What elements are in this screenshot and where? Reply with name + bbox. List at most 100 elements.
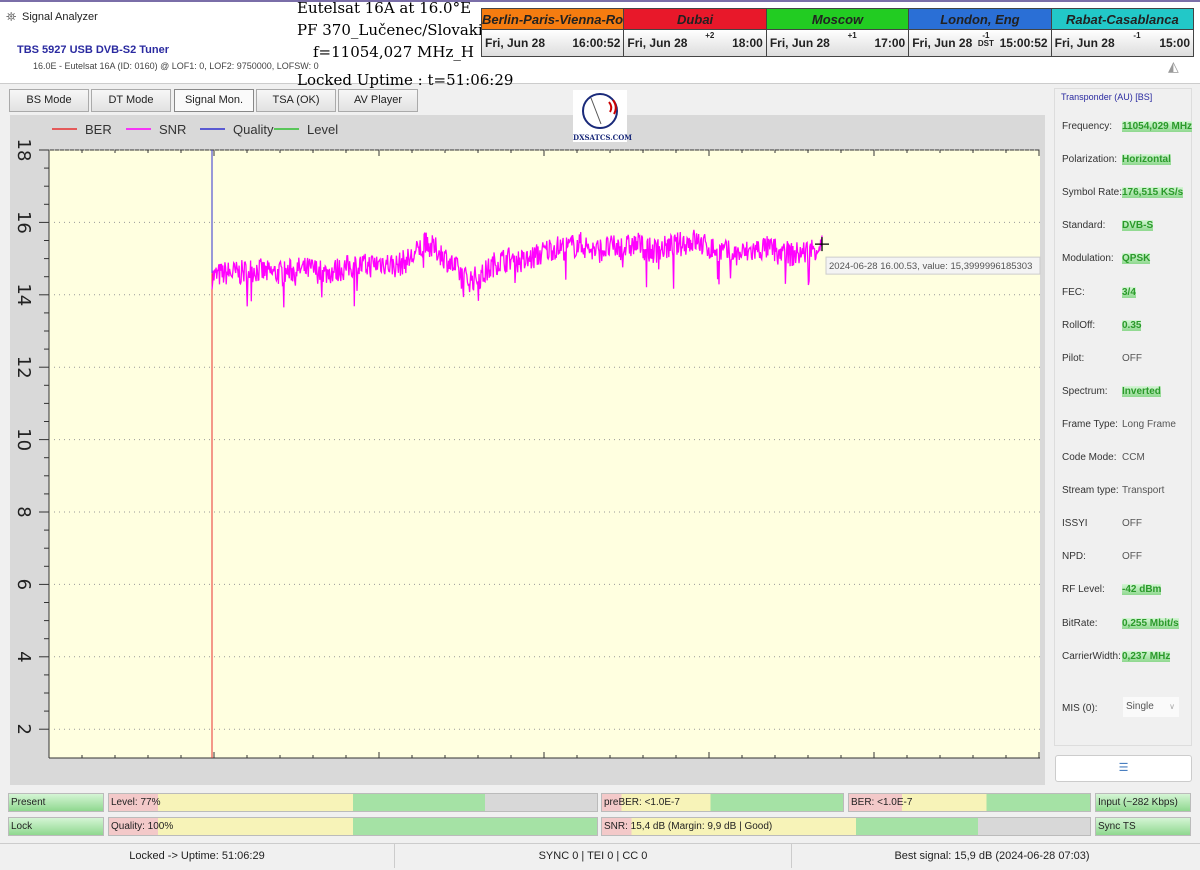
row-value: Inverted <box>1122 385 1161 397</box>
transponder-row: Standard: DVB-S <box>1062 220 1154 232</box>
row-value: QPSK <box>1122 253 1151 265</box>
clock-time: 15:00:52 <box>999 36 1048 50</box>
clock-city: Moscow <box>766 9 909 30</box>
signal-chart-panel: 18 16 14 12 10 8 6 4 2 BER SNR Quality Level 2024-06-… <box>10 115 1045 785</box>
transponder-row: RollOff: 0.35 <box>1062 319 1142 331</box>
clock-date: Fri, Jun 28 <box>912 36 973 50</box>
row-value: 0.35 <box>1122 319 1142 331</box>
clock-date: Fri, Jun 28 <box>627 36 688 50</box>
snr-chart[interactable]: 18 16 14 12 10 8 6 4 2 BER SNR Quality Level 2024-06-… <box>10 115 1045 785</box>
clock-city: Rabat-Casablanca <box>1051 9 1194 30</box>
clock-2: Moscow Fri, Jun 28 +1 17:00 <box>766 9 910 56</box>
y-tick-label: 18 <box>13 139 34 162</box>
clock-time: 15:00 <box>1159 36 1191 50</box>
transponder-panel: Transponder (AU) [BS] Frequency: 11054,02… <box>1054 88 1193 746</box>
transponder-row: Modulation: QPSK <box>1062 253 1151 265</box>
clock-offset: +1 <box>847 31 857 40</box>
y-tick-label: 10 <box>13 428 34 451</box>
status-sync: SYNC 0 | TEI 0 | CC 0 <box>395 844 792 868</box>
y-tick-label: 2 <box>13 723 34 734</box>
row-label: RF Level: <box>1062 584 1105 596</box>
transponder-row: CarrierWidth: 0,237 MHz <box>1062 650 1171 662</box>
overlay-line: Eutelsat 16A at 16.0°E <box>297 0 472 17</box>
app-icon: ⛯ <box>6 9 17 24</box>
y-tick-label: 6 <box>13 579 34 590</box>
transponder-row: BitRate: 0,255 Mbit/s <box>1062 617 1179 629</box>
row-label: Standard: <box>1062 220 1106 232</box>
legend-label: Quality <box>233 122 274 137</box>
window-title: Signal Analyzer <box>22 11 98 23</box>
transponder-title: Transponder (AU) [BS] <box>1061 92 1153 102</box>
y-tick-label: 8 <box>13 506 34 517</box>
row-value: DVB-S <box>1122 220 1154 232</box>
tab-tsa[interactable]: TSA (OK) <box>256 89 336 112</box>
transponder-row: Frame Type: Long Frame <box>1062 418 1176 430</box>
clock-time: 17:00 <box>874 36 906 50</box>
status-best-signal: Best signal: 15,9 dB (2024-06-28 07:03) <box>894 850 1090 862</box>
ber-bar: BER: <1.0E-7 <box>848 793 1091 812</box>
transponder-row: Spectrum: Inverted <box>1062 385 1161 397</box>
tab-dt-mode[interactable]: DT Mode <box>91 89 171 112</box>
row-value: OFF <box>1122 352 1142 364</box>
row-label: Polarization: <box>1062 154 1118 166</box>
level-bar: Level: 77% <box>108 793 598 812</box>
row-label: FEC: <box>1062 286 1085 298</box>
mis-select[interactable]: Single ∨ <box>1123 697 1179 717</box>
row-value: 11054,029 MHz <box>1122 121 1193 132</box>
transponder-row: ISSYI OFF <box>1062 518 1142 530</box>
legend-label: SNR <box>159 122 186 137</box>
row-label: Modulation: <box>1062 253 1114 265</box>
status-bar: Locked -> Uptime: 51:06:29 SYNC 0 | TEI … <box>0 843 1200 868</box>
transponder-row: Stream type: Transport <box>1062 485 1164 497</box>
clock-time: 18:00 <box>732 36 763 50</box>
y-tick-label: 16 <box>13 211 34 234</box>
tuner-name: TBS 5927 USB DVB-S2 Tuner <box>17 44 170 56</box>
row-label: Stream type: <box>1062 485 1119 497</box>
row-value: Long Frame <box>1122 418 1176 430</box>
row-value: Horizontal <box>1122 154 1171 166</box>
legend-label: Level <box>307 122 338 137</box>
overlay-line: f=11054,027 MHz_H <box>313 43 474 61</box>
row-label: CarrierWidth: <box>1062 650 1121 662</box>
clock-date: Fri, Jun 28 <box>485 36 546 50</box>
clock-city: Berlin-Paris-Vienna-Roma <box>482 9 624 30</box>
satellite-info: 16.0E - Eutelsat 16A (ID: 0160) @ LOF1: … <box>33 61 319 71</box>
logo-text: DXSATCS.COM <box>573 133 633 142</box>
transponder-row: Code Mode: CCM <box>1062 452 1145 463</box>
lock-indicator: Lock <box>8 817 104 836</box>
chevron-down-icon: ∨ <box>1169 702 1175 711</box>
clock-3: London, Eng Fri, Jun 28 -1 DST 15:00:52 <box>909 9 1052 56</box>
tab-av-player[interactable]: AV Player <box>338 89 418 112</box>
overlay-line: Locked Uptime : t=51:06:29 <box>297 71 514 89</box>
tab-signal-mon[interactable]: Signal Mon. <box>174 89 254 112</box>
y-tick-label: 14 <box>13 283 34 306</box>
row-label: Frame Type: <box>1062 418 1118 430</box>
row-label: Spectrum: <box>1062 385 1108 397</box>
row-value: CCM <box>1122 452 1145 463</box>
row-label: NPD: <box>1062 551 1086 563</box>
row-value: Transport <box>1122 485 1165 497</box>
row-label: Code Mode: <box>1062 452 1117 463</box>
status-uptime: Locked -> Uptime: 51:06:29 <box>0 844 395 868</box>
clock-time: 16:00:52 <box>572 36 621 50</box>
clock-date: Fri, Jun 28 <box>769 36 830 50</box>
clock-date: Fri, Jun 28 <box>1054 36 1115 50</box>
tab-bs-mode[interactable]: BS Mode <box>9 89 89 112</box>
row-value: -42 dBm <box>1122 584 1162 596</box>
transponder-row: FEC: 3/4 <box>1062 286 1136 298</box>
crosshair-cursor <box>815 237 829 252</box>
display-toggle-button[interactable]: ☰ <box>1055 755 1192 782</box>
row-label: Pilot: <box>1062 352 1085 364</box>
clock-offset: -1 <box>1133 31 1141 40</box>
transponder-row: Pilot: OFF <box>1062 352 1142 364</box>
row-label: ISSYI <box>1062 518 1088 530</box>
preber-bar: preBER: <1.0E-7 <box>601 793 844 812</box>
row-label: RollOff: <box>1062 319 1096 331</box>
legend-label: BER <box>85 122 112 137</box>
clock-offset: +2 <box>705 31 715 40</box>
tooltip-text: 2024-06-28 16.00.53, value: 15,399999618… <box>829 261 1032 272</box>
overlay-line: PF 370_Lučenec/Slovakia <box>297 21 492 39</box>
row-value: 3/4 <box>1122 286 1136 298</box>
clock-0: Berlin-Paris-Vienna-Roma Fri, Jun 28 16:00… <box>482 9 625 56</box>
dxsatcs-logo: DXSATCS.COM <box>573 90 633 142</box>
